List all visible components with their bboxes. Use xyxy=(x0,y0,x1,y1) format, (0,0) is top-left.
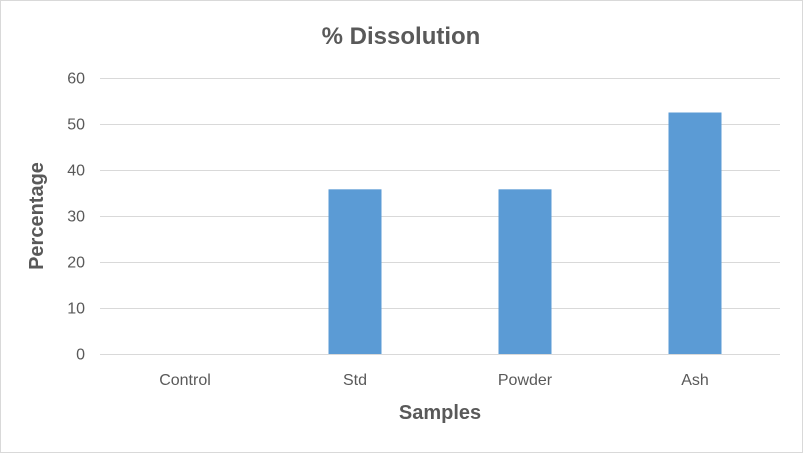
x-tick-labels: Control Std Powder Ash xyxy=(159,372,709,389)
y-tick-label: 50 xyxy=(67,117,85,134)
y-tick-label: 0 xyxy=(76,347,85,364)
bar-std xyxy=(328,189,382,354)
bars xyxy=(328,112,722,354)
x-tick-label: Control xyxy=(159,372,211,389)
y-tick-label: 20 xyxy=(67,255,85,272)
x-tick-label: Std xyxy=(343,372,367,389)
y-tick-label: 40 xyxy=(67,163,85,180)
y-tick-label: 10 xyxy=(67,301,85,318)
bar-powder xyxy=(498,189,552,354)
y-tick-label: 60 xyxy=(67,71,85,88)
x-tick-label: Powder xyxy=(498,372,553,389)
y-tick-labels: 0 10 20 30 40 50 60 xyxy=(67,71,85,364)
y-axis-title: Percentage xyxy=(26,162,48,270)
bar-ash xyxy=(668,112,722,354)
x-axis-title: Samples xyxy=(399,402,481,424)
chart-title: % Dissolution xyxy=(322,23,481,50)
x-tick-label: Ash xyxy=(681,372,709,389)
gridlines xyxy=(100,78,780,355)
y-tick-label: 30 xyxy=(67,209,85,226)
